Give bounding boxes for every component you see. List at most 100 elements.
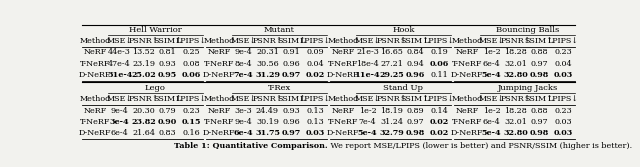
Text: T-NeRF: T-NeRF	[328, 118, 358, 126]
Text: 1e-2: 1e-2	[483, 107, 500, 115]
Text: LPIPS↓: LPIPS↓	[175, 37, 207, 45]
Text: 1e-2: 1e-2	[483, 48, 500, 56]
Text: 29.25: 29.25	[379, 71, 404, 79]
Text: NeRF: NeRF	[456, 48, 479, 56]
Text: 0.25: 0.25	[182, 48, 200, 56]
Text: NeRF: NeRF	[332, 48, 355, 56]
Text: Hell Warrior: Hell Warrior	[129, 26, 182, 34]
Text: D-NeRF: D-NeRF	[327, 71, 359, 79]
Text: 31.29: 31.29	[255, 71, 280, 79]
Text: PSNR↑: PSNR↑	[128, 95, 159, 103]
Text: D-NeRF: D-NeRF	[451, 71, 483, 79]
Text: 5e-4: 5e-4	[358, 129, 378, 137]
Text: 0.09: 0.09	[307, 48, 324, 56]
Text: SSIM↑: SSIM↑	[401, 95, 429, 103]
Text: 21.64: 21.64	[132, 129, 155, 137]
Text: 0.97: 0.97	[282, 129, 301, 137]
Text: 0.23: 0.23	[554, 107, 572, 115]
Text: 0.96: 0.96	[282, 60, 300, 68]
Text: 8e-4: 8e-4	[235, 60, 252, 68]
Text: 7e-4: 7e-4	[359, 118, 376, 126]
Text: Mutant: Mutant	[264, 26, 295, 34]
Text: 32.79: 32.79	[379, 129, 404, 137]
Text: 0.98: 0.98	[530, 129, 549, 137]
Text: Method: Method	[79, 37, 111, 45]
Text: SSIM↑: SSIM↑	[525, 37, 554, 45]
Text: 0.88: 0.88	[531, 107, 548, 115]
Text: Table 1: Quantitative Comparison.: Table 1: Quantitative Comparison.	[174, 142, 328, 150]
Text: 0.97: 0.97	[531, 60, 548, 68]
Text: 0.97: 0.97	[282, 71, 301, 79]
Text: 0.04: 0.04	[307, 60, 324, 68]
Text: MSE↓: MSE↓	[479, 95, 504, 103]
Text: 0.03: 0.03	[554, 118, 572, 126]
Text: 16.65: 16.65	[380, 48, 403, 56]
Text: 31e-4: 31e-4	[107, 71, 132, 79]
Text: T-NeRF: T-NeRF	[204, 118, 234, 126]
Text: 3e-3: 3e-3	[235, 107, 253, 115]
Text: 0.96: 0.96	[282, 118, 300, 126]
Text: Method: Method	[79, 95, 111, 103]
Text: 18.19: 18.19	[380, 107, 403, 115]
Text: 18.28: 18.28	[504, 107, 527, 115]
Text: We report MSE/LPIPS (lower is better) and PSNR/SSIM (higher is better).: We report MSE/LPIPS (lower is better) an…	[328, 142, 632, 150]
Text: MSE↓: MSE↓	[355, 37, 381, 45]
Text: LPIPS↓: LPIPS↓	[548, 37, 579, 45]
Text: 0.95: 0.95	[157, 71, 177, 79]
Text: 27.21: 27.21	[380, 60, 403, 68]
Text: 0.81: 0.81	[159, 48, 176, 56]
Text: LPIPS↓: LPIPS↓	[548, 95, 579, 103]
Text: 47e-4: 47e-4	[108, 60, 131, 68]
Text: D-NeRF: D-NeRF	[203, 129, 236, 137]
Text: PSNR↑: PSNR↑	[500, 95, 531, 103]
Text: PSNR↑: PSNR↑	[128, 37, 159, 45]
Text: 0.03: 0.03	[554, 71, 573, 79]
Text: 0.23: 0.23	[182, 107, 200, 115]
Text: Method: Method	[328, 37, 358, 45]
Text: 0.02: 0.02	[429, 118, 449, 126]
Text: 32.01: 32.01	[504, 118, 527, 126]
Text: PSNR↑: PSNR↑	[376, 95, 406, 103]
Text: 0.90: 0.90	[157, 118, 177, 126]
Text: Method: Method	[451, 37, 483, 45]
Text: NeRF: NeRF	[83, 107, 107, 115]
Text: 0.93: 0.93	[159, 60, 176, 68]
Text: 0.02: 0.02	[305, 71, 324, 79]
Text: T-Rex: T-Rex	[268, 84, 291, 92]
Text: 0.23: 0.23	[554, 48, 572, 56]
Text: 20.31: 20.31	[256, 48, 279, 56]
Text: 21e-3: 21e-3	[356, 48, 379, 56]
Text: NeRF: NeRF	[207, 107, 230, 115]
Text: Bouncing Balls: Bouncing Balls	[496, 26, 559, 34]
Text: T-NeRF: T-NeRF	[328, 60, 358, 68]
Text: 30.19: 30.19	[256, 118, 279, 126]
Text: MSE↓: MSE↓	[230, 95, 257, 103]
Text: 0.16: 0.16	[182, 129, 200, 137]
Text: PSNR↑: PSNR↑	[252, 95, 283, 103]
Text: 0.94: 0.94	[406, 60, 424, 68]
Text: NeRF: NeRF	[332, 107, 355, 115]
Text: 9e-4: 9e-4	[235, 118, 253, 126]
Text: 23.82: 23.82	[131, 118, 156, 126]
Text: 0.02: 0.02	[429, 129, 449, 137]
Text: PSNR↑: PSNR↑	[500, 37, 531, 45]
Text: 0.91: 0.91	[282, 48, 300, 56]
Text: 32.80: 32.80	[503, 129, 528, 137]
Text: 30.56: 30.56	[256, 60, 279, 68]
Text: 3e-4: 3e-4	[110, 118, 129, 126]
Text: 0.06: 0.06	[182, 71, 201, 79]
Text: 11e-4: 11e-4	[355, 71, 380, 79]
Text: SSIM↑: SSIM↑	[525, 95, 554, 103]
Text: SSIM↑: SSIM↑	[153, 95, 182, 103]
Text: 0.98: 0.98	[406, 129, 425, 137]
Text: T-NeRF: T-NeRF	[80, 118, 110, 126]
Text: MSE↓: MSE↓	[355, 95, 381, 103]
Text: D-NeRF: D-NeRF	[451, 129, 483, 137]
Text: NeRF: NeRF	[207, 48, 230, 56]
Text: 0.89: 0.89	[406, 107, 424, 115]
Text: SSIM↑: SSIM↑	[401, 37, 429, 45]
Text: LPIPS↓: LPIPS↓	[175, 95, 207, 103]
Text: D-NeRF: D-NeRF	[79, 129, 111, 137]
Text: 0.06: 0.06	[429, 60, 449, 68]
Text: 5e-4: 5e-4	[482, 71, 501, 79]
